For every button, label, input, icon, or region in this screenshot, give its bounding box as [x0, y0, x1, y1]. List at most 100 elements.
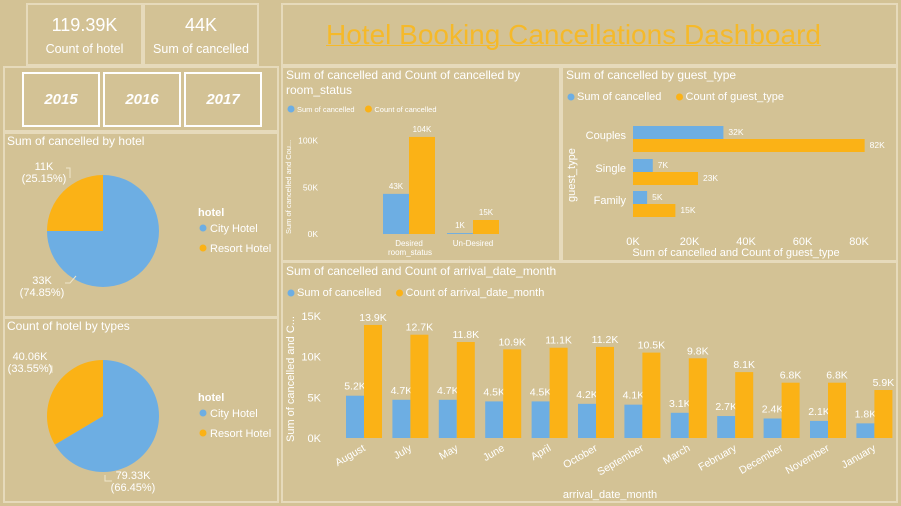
y-tick-label: 100K [298, 136, 318, 146]
data-label: 11.1K [545, 335, 572, 347]
leader-line [104, 475, 112, 482]
data-label: 4.1K [623, 390, 645, 402]
bar [763, 418, 782, 438]
bar [531, 401, 550, 438]
legend-title: hotel [198, 207, 224, 219]
pie-chart-cancelled-by-hotel: 33K(74.85%) 11K(25.15%) hotel City Hotel Res… [20, 161, 271, 299]
data-label: 4.5K [483, 386, 505, 398]
bar [447, 233, 473, 234]
bar [688, 358, 707, 438]
data-label: 2.7K [715, 401, 737, 413]
legend-marker [567, 93, 575, 101]
pie-pct-label: (74.85%) [20, 287, 65, 299]
data-label: 43K [389, 182, 404, 191]
kpi-label: Sum of cancelled [153, 41, 249, 56]
bar [633, 159, 653, 172]
legend-marker [287, 105, 295, 113]
bar [456, 342, 475, 438]
bar-chart-arrival-month: Sum of cancelled Count of arrival_date_mo… [285, 287, 895, 501]
year-button-2015[interactable]: 2015 [22, 72, 100, 127]
data-label: 15K [479, 208, 494, 217]
kpi-value: 119.39K [51, 14, 118, 35]
bar [642, 352, 661, 438]
bar [596, 346, 614, 438]
data-label: 10.5K [638, 340, 665, 352]
legend-marker [287, 289, 295, 297]
data-label: 1.8K [855, 408, 877, 420]
data-label: 13.9K [359, 312, 386, 324]
bar-chart-guest-type: Sum of cancelled Count of guest_type 32K 82… [566, 91, 885, 259]
bar [364, 324, 382, 438]
bar [410, 334, 429, 438]
month-panel [281, 261, 898, 503]
bar [633, 172, 698, 185]
legend-label: Sum of cancelled [297, 105, 355, 114]
x-tick-label: January [840, 442, 879, 471]
x-tick-label: Desired [395, 239, 423, 248]
x-axis-label: room_status [388, 248, 432, 257]
y-tick-label: 0K [308, 433, 322, 445]
data-label: 4.2K [576, 389, 598, 401]
year-slicer [3, 66, 279, 132]
legend-label: City Hotel [210, 408, 258, 420]
data-label: 1K [455, 221, 465, 230]
x-tick-label: December [737, 442, 785, 477]
pie-slice [54, 360, 159, 472]
data-label: 10.9K [498, 336, 525, 348]
x-tick-label: 80K [849, 236, 869, 248]
x-tick-label: August [333, 442, 367, 469]
x-tick-label: April [529, 442, 553, 463]
legend-marker [199, 224, 207, 232]
y-tick-label: Couples [586, 130, 627, 142]
year-button-2017[interactable]: 2017 [184, 72, 262, 127]
legend-marker [199, 429, 207, 437]
bar [781, 382, 800, 438]
x-tick-label: February [696, 442, 739, 474]
guest-chart-title: Sum of cancelled by guest_type [566, 68, 737, 82]
bar [633, 139, 865, 152]
data-label: 12.7K [406, 322, 433, 334]
pie-value-label: 11K [35, 161, 54, 173]
data-label: 7K [658, 160, 669, 170]
data-label: 6.8K [780, 370, 802, 382]
pie-chart-hotel-types: 79.33K(66.45%) 40.06K(33.55%) hotel City Ho… [8, 351, 271, 494]
pie-value-label: 79.33K [116, 470, 152, 482]
data-label: 6.8K [826, 370, 848, 382]
pie-value-label: 33K [32, 275, 52, 287]
bar [874, 390, 893, 438]
data-label: 5.2K [344, 381, 366, 393]
data-label: 11.8K [452, 329, 479, 341]
leader-line [66, 167, 71, 178]
x-tick-label: May [437, 442, 461, 463]
year-button-2016[interactable]: 2016 [103, 72, 181, 127]
y-tick-label: 5K [308, 392, 322, 404]
kpi-sum-of-cancelled: 44K Sum of cancelled [143, 3, 259, 66]
bar [624, 404, 643, 438]
x-tick-label: July [392, 442, 415, 462]
kpi-value: 44K [184, 14, 218, 35]
data-label: 4.7K [391, 385, 413, 397]
legend-label: Count of arrival_date_month [406, 287, 545, 299]
data-label: 3.1K [669, 398, 691, 410]
bar [409, 136, 435, 234]
x-tick-label: 40K [736, 236, 756, 248]
bar [549, 347, 568, 438]
bar [633, 191, 648, 204]
y-axis-label: guest_type [566, 148, 578, 202]
x-tick-label: 60K [793, 236, 813, 248]
x-tick-label: 20K [680, 236, 700, 248]
bar [392, 399, 411, 438]
x-tick-label: March [661, 442, 692, 467]
kpi-count-of-hotel: 119.39K Count of hotel [26, 3, 143, 66]
pie-hotel-types-panel [3, 317, 279, 503]
bar [438, 399, 457, 438]
data-label: 5.9K [873, 377, 895, 389]
bar [503, 349, 522, 438]
legend-label: Sum of cancelled [577, 91, 661, 103]
y-axis-label: Sum of cancelled and C... [285, 316, 297, 442]
title-panel [281, 3, 898, 66]
legend-label: Count of cancelled [374, 105, 436, 114]
x-tick-label: June [481, 442, 507, 464]
pie-pct-label: (25.15%) [22, 173, 67, 185]
data-label: 11.2K [592, 334, 619, 346]
